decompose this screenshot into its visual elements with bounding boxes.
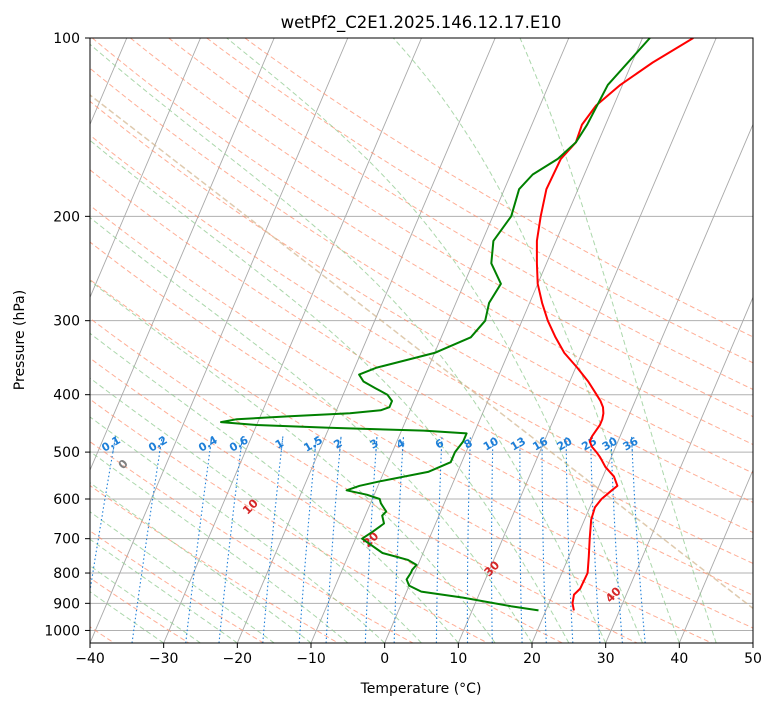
moist-adiabat-line xyxy=(90,332,459,643)
mixing-ratio-line xyxy=(325,436,342,643)
isotherm-line xyxy=(236,38,496,643)
isotherm-line xyxy=(678,468,753,643)
y-tick-label: 100 xyxy=(53,31,80,47)
dry-adiabat-line xyxy=(90,577,190,643)
mixing-ratio-line xyxy=(218,436,244,643)
y-tick-label: 800 xyxy=(53,566,80,582)
moist-adiabat-line xyxy=(90,591,164,643)
dry-adiabat-line xyxy=(244,38,753,338)
isotherm-line xyxy=(90,38,275,472)
mixing-ratio-line xyxy=(610,436,623,643)
isotherm-line xyxy=(90,38,201,299)
dry-adiabat-line xyxy=(90,398,488,643)
y-tick-label: 1000 xyxy=(44,623,80,639)
mixing-ratio-line xyxy=(631,436,646,643)
x-tick-label: 40 xyxy=(670,651,688,667)
plot-frame xyxy=(89,37,754,644)
mixing-ratio-line xyxy=(298,436,317,643)
dry-adiabat-line xyxy=(90,67,753,474)
isotherm-line xyxy=(90,38,349,643)
y-tick-label: 400 xyxy=(53,388,80,404)
dry-adiabats xyxy=(90,38,753,643)
dry-adiabat-line xyxy=(168,38,753,390)
mixing-ratio-line xyxy=(90,436,117,595)
x-tick-label: −10 xyxy=(296,651,326,667)
x-axis-label: Temperature (°C) xyxy=(360,681,482,697)
x-tick-label: 30 xyxy=(597,651,615,667)
moist-adiabat-line xyxy=(90,538,238,643)
moist-adiabat-line xyxy=(519,38,717,643)
dry-adiabat-line xyxy=(90,441,414,643)
dry-adiabat-line xyxy=(90,279,712,643)
mixing-ratio-line xyxy=(435,436,443,643)
dry-adiabat-line xyxy=(90,100,753,503)
isotherm-line xyxy=(163,38,422,643)
mixing-ratio-line xyxy=(131,436,163,643)
dry-adiabat-line xyxy=(90,241,753,629)
dry-adiabat-line xyxy=(90,530,264,643)
reference-curve xyxy=(90,94,753,610)
y-tick-label: 700 xyxy=(53,532,80,548)
moist-adiabat-line xyxy=(90,377,422,643)
moist-adiabat-line xyxy=(90,280,496,643)
dry-adiabat-line xyxy=(91,38,753,446)
x-tick-label: 20 xyxy=(523,651,541,667)
x-tick-label: −30 xyxy=(149,651,179,667)
dewpoint-profile-line xyxy=(220,38,651,612)
dry-adiabat-line xyxy=(206,38,753,364)
isotherm-line xyxy=(457,38,717,643)
mixing-ratio-line xyxy=(565,436,574,643)
isotherm-line xyxy=(384,38,643,643)
dry-adiabat-line xyxy=(90,134,753,534)
y-tick-label: 300 xyxy=(53,314,80,330)
y-tick-label: 900 xyxy=(53,596,80,612)
moist-adiabat-line xyxy=(226,38,643,643)
plot-area: 0.10.20.40.611.52346810131620253036-100-… xyxy=(90,38,753,643)
mixing-ratio-line xyxy=(590,436,601,643)
chart-title: wetPf2_C2E1.2025.146.12.17.E10 xyxy=(281,13,562,33)
moist-adiabat-line xyxy=(90,216,533,643)
y-axis: 100 200 300 400 500 600 700 800 900 1000 xyxy=(44,31,90,639)
sounding-profiles xyxy=(220,38,694,612)
dry-adiabat-line xyxy=(90,484,339,643)
mixing-ratio-line xyxy=(519,436,523,643)
x-tick-label: 0 xyxy=(380,651,389,667)
moist-adiabat-line xyxy=(90,416,386,643)
mixing-ratio-line xyxy=(466,436,471,643)
x-tick-label: 10 xyxy=(449,651,467,667)
dry-adiabat-line xyxy=(90,317,638,643)
isotherm-line xyxy=(605,296,753,643)
isotherm-line xyxy=(531,123,753,643)
moist-adiabats xyxy=(90,38,717,643)
mixing-ratio-line xyxy=(364,436,378,643)
mixing-ratio-line xyxy=(393,436,405,643)
x-tick-label: 50 xyxy=(744,651,762,667)
mixing-ratio-lines xyxy=(90,436,646,643)
temperature-profile-line xyxy=(535,38,694,611)
x-tick-label: −20 xyxy=(223,651,253,667)
y-axis-label: Pressure (hPa) xyxy=(12,290,28,390)
moist-adiabat-line xyxy=(90,565,201,643)
moist-adiabat-line xyxy=(90,139,570,643)
moist-adiabat-line xyxy=(392,38,680,643)
x-axis: −40 −30 −20 −10 0 10 20 30 40 50 xyxy=(75,643,762,667)
y-tick-label: 200 xyxy=(53,209,80,225)
mixing-ratio-line xyxy=(262,436,284,643)
x-tick-label: −40 xyxy=(75,651,105,667)
dry-adiabat-line xyxy=(90,204,753,596)
moist-adiabat-line xyxy=(90,450,349,643)
y-tick-label: 500 xyxy=(53,445,80,461)
mixing-ratio-line xyxy=(541,436,547,643)
y-tick-label: 600 xyxy=(53,492,80,508)
mixing-ratio-line xyxy=(490,436,494,643)
